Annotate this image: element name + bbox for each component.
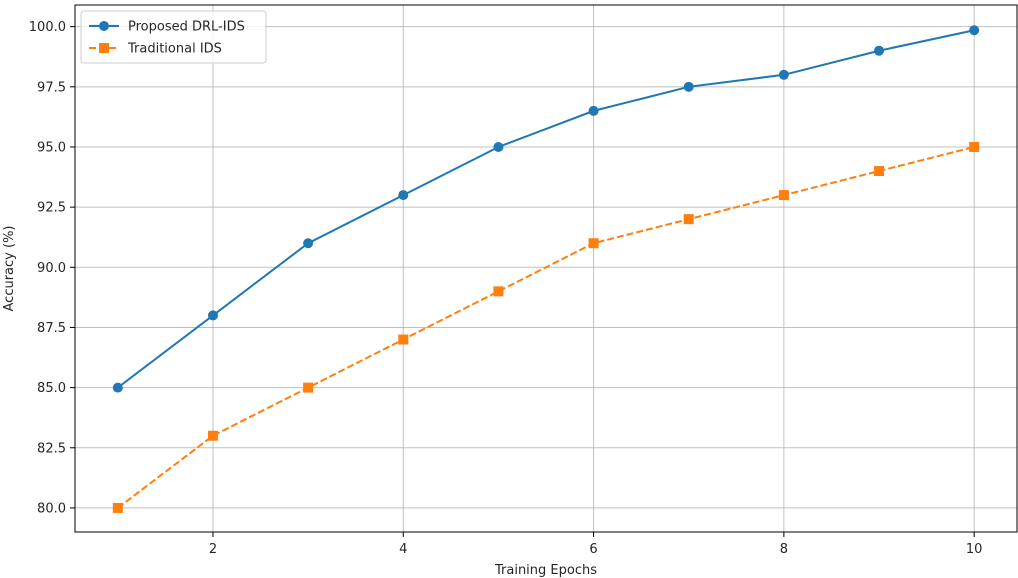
series-layer: [112, 25, 980, 513]
x-tick-label: 2: [209, 542, 217, 557]
y-tick-label: 92.5: [37, 201, 66, 216]
legend-marker-1: [99, 21, 109, 31]
legend-label-1: Proposed DRL-IDS: [128, 20, 245, 35]
legend-entries: Proposed DRL-IDS Traditional IDS: [89, 20, 245, 57]
series-2-point: [398, 334, 409, 345]
y-tick-label: 80.0: [37, 501, 66, 516]
x-tick-label: 10: [966, 542, 983, 557]
y-tick-label: 97.5: [37, 80, 66, 95]
series-1-point: [588, 105, 599, 116]
series-2-point: [588, 238, 599, 249]
grid-layer: [75, 5, 1017, 532]
series-2-point: [683, 214, 694, 225]
series-2-point: [112, 502, 123, 513]
series-2-point: [493, 286, 504, 297]
legend-label-2: Traditional IDS: [127, 42, 222, 57]
legend-box: [80, 10, 267, 64]
x-tick-label: 4: [399, 542, 407, 557]
series-2-point: [874, 166, 885, 177]
y-tick-label: 85.0: [37, 381, 66, 396]
series-1-point: [874, 45, 885, 56]
series-1-point: [493, 141, 504, 152]
legend-marker-2: [99, 43, 109, 53]
series-1-point: [398, 190, 409, 201]
y-tick-label: 90.0: [37, 261, 66, 276]
series-2-point: [207, 430, 218, 441]
x-tick-label: 8: [780, 542, 788, 557]
y-tick-label: 87.5: [37, 321, 66, 336]
plot-frame: [74, 4, 1018, 533]
y-tick-label: 82.5: [37, 441, 66, 456]
series-1-point: [969, 25, 980, 36]
y-tick-label: 100.0: [29, 20, 66, 35]
series-line-1: [117, 29, 975, 389]
x-axis-label: Training Epochs: [494, 563, 597, 578]
series-2-point: [969, 141, 980, 152]
series-2-point: [303, 382, 314, 393]
series-1-point: [207, 310, 218, 321]
series-1-point: [112, 382, 123, 393]
legend: Proposed DRL-IDS Traditional IDS: [80, 10, 267, 64]
y-axis-label: Accuracy (%): [2, 226, 17, 312]
series-1-point: [683, 81, 694, 92]
x-tick-label: 6: [589, 542, 597, 557]
series-1-point: [778, 69, 789, 80]
tick-layer: 2 4 6 8 10 80.0 82.5 85.0 87.5 90.0 92.5 95.0 97.5 10…: [29, 20, 983, 557]
series-line-2: [117, 146, 975, 509]
series-1-point: [303, 238, 314, 249]
series-2-point: [778, 190, 789, 201]
y-tick-label: 95.0: [37, 140, 66, 155]
